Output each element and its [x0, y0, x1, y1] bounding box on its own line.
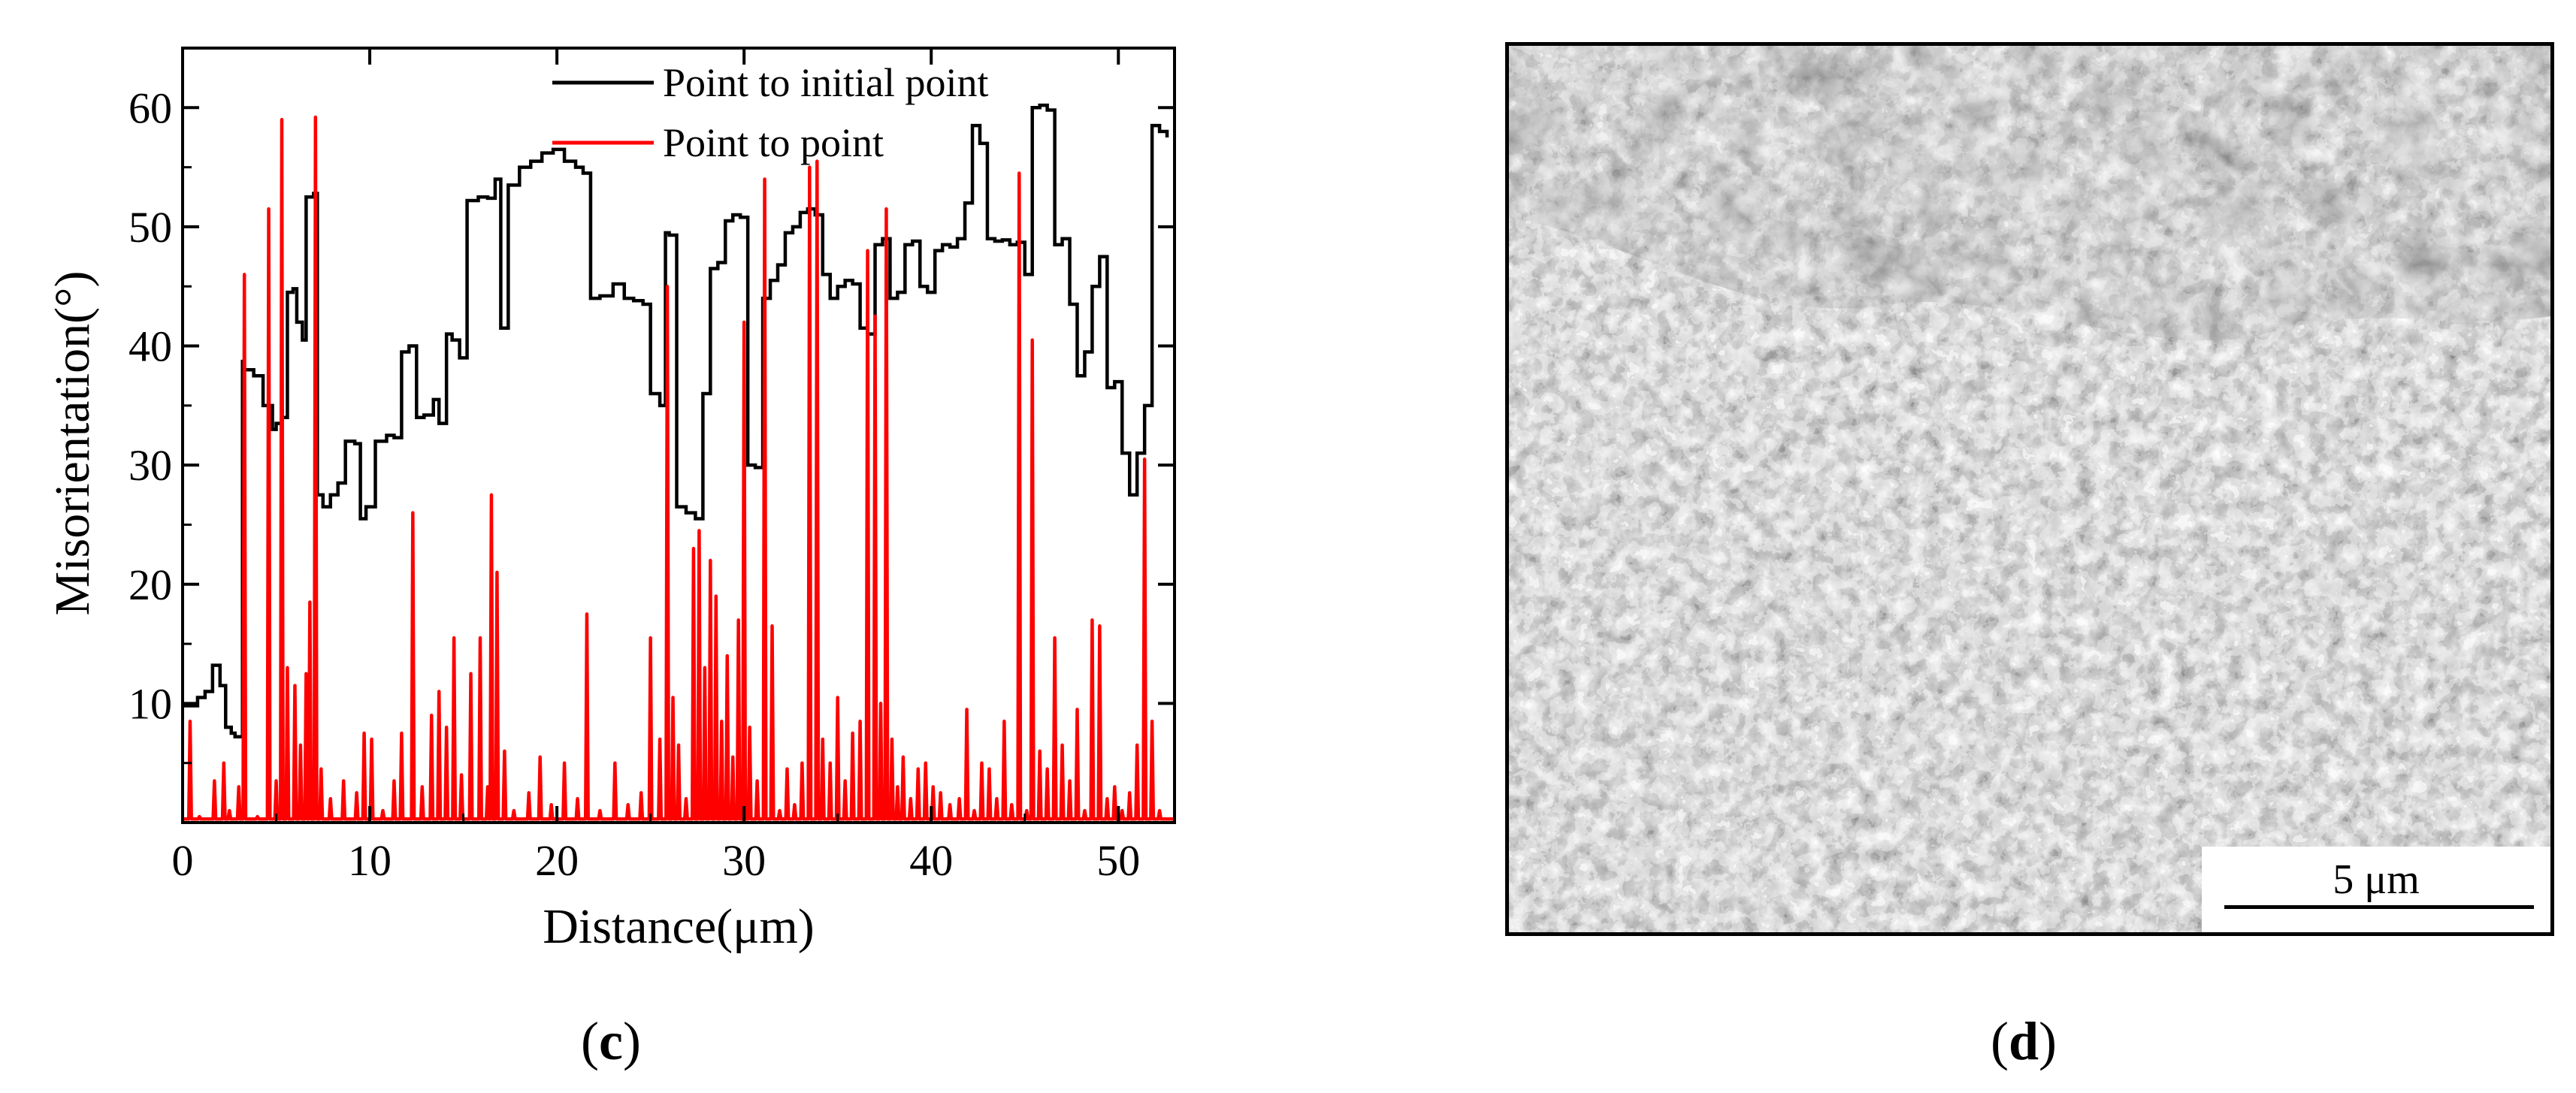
x-tick-label: 20: [535, 836, 579, 885]
legend: Point to initial point Point to point: [552, 60, 989, 165]
x-tick-label: 0: [172, 836, 194, 885]
series-point-to-point: [183, 115, 1175, 821]
y-tick-label: 10: [128, 679, 172, 728]
y-tick-label: 50: [128, 203, 172, 252]
scale-bar-label: 5 μm: [2333, 856, 2420, 903]
x-tick-label: 30: [722, 836, 766, 885]
sem-micrograph: 5 μm: [1505, 42, 2554, 936]
panel-label-c: (c): [581, 1011, 641, 1071]
x-axis-title: Distance(μm): [543, 899, 815, 954]
plot-frame: [181, 47, 1176, 824]
sem-image: [1509, 46, 2550, 932]
y-tick-label: 20: [128, 560, 172, 609]
axes: 0 10 20 30 40 50 10 20 30 40 50 60: [128, 47, 1176, 885]
x-tick-label: 10: [348, 836, 392, 885]
x-tick-label: 40: [909, 836, 953, 885]
scale-bar-line: [2224, 905, 2534, 909]
y-tick-label: 60: [128, 83, 172, 132]
y-axis-title: Misorientation(°): [45, 271, 100, 616]
y-tick-label: 40: [128, 322, 172, 371]
panel-label-d: (d): [1990, 1011, 2057, 1071]
series-layer: [183, 103, 1175, 821]
scale-bar: 5 μm: [2202, 847, 2550, 932]
y-tick-label: 30: [128, 441, 172, 490]
legend-label-initial: Point to initial point: [663, 60, 989, 105]
x-tick-label: 50: [1096, 836, 1140, 885]
series-point-to-initial-point: [183, 103, 1169, 739]
legend-label-point: Point to point: [663, 120, 884, 165]
